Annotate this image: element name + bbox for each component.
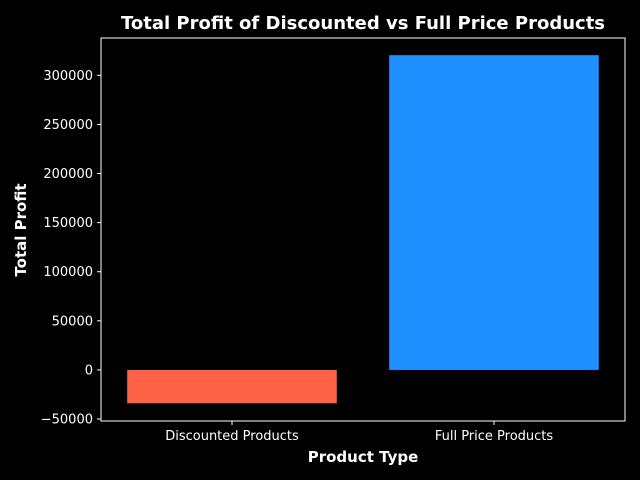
bar-discounted-products [127, 369, 337, 404]
x-tick-label: Full Price Products [435, 429, 554, 444]
bar-full-price-products [389, 55, 599, 370]
x-tick-label: Discounted Products [165, 429, 299, 444]
chart-title: Total Profit of Discounted vs Full Price… [121, 13, 605, 34]
y-axis-label: Total Profit [12, 183, 30, 276]
y-tick-label: 100000 [43, 265, 93, 280]
y-tick-label: 150000 [43, 216, 93, 231]
y-tick-label: 200000 [43, 167, 93, 182]
y-tick-label: 300000 [43, 69, 93, 84]
y-tick-label: 0 [85, 363, 93, 378]
plot-area: Discounted Products Full Price Products −5… [41, 37, 626, 444]
y-tick-label: −50000 [41, 413, 93, 428]
plot-frame [100, 37, 626, 422]
x-axis-label: Product Type [308, 448, 419, 466]
y-tick-label: 250000 [43, 118, 93, 133]
y-tick-label: 50000 [52, 314, 93, 329]
